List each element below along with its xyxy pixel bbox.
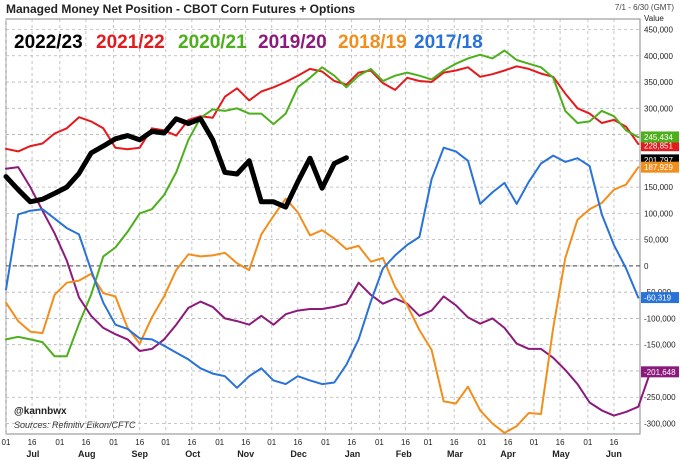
y-tick-label: 300,000 bbox=[644, 104, 673, 113]
x-day-tick: 01 bbox=[215, 438, 224, 447]
x-month-label: May bbox=[552, 449, 570, 459]
y-tick-label: 150,000 bbox=[644, 183, 673, 192]
x-day-tick: 01 bbox=[161, 438, 170, 447]
value-tag-2019-20: -201,648 bbox=[641, 366, 679, 378]
value-tag-2022-23: 201,797 bbox=[641, 154, 679, 166]
y-tick-label: -100,000 bbox=[644, 314, 676, 323]
value-tag-label: 201,797 bbox=[644, 156, 673, 165]
x-month-label: Sep bbox=[131, 449, 148, 459]
x-day-tick: 16 bbox=[504, 438, 513, 447]
x-day-tick: 16 bbox=[347, 438, 356, 447]
value-tag-label: -201,648 bbox=[644, 368, 676, 377]
value-tag-2020-21: 245,434 bbox=[641, 131, 679, 143]
legend: 2022/23 2021/22 2020/21 2019/20 2018/19 2017/… bbox=[14, 32, 483, 53]
date-range-label: 7/1 - 6/30 (GMT) bbox=[615, 3, 674, 12]
series-line-2018-19 bbox=[5, 166, 640, 434]
x-day-tick: 16 bbox=[187, 438, 196, 447]
x-axis: 01 16 Jul 01 16 Aug 01 16 Sep 01 16 Oct 01 16 Nov 01 16 D… bbox=[2, 438, 622, 459]
value-tag-label: 187,929 bbox=[644, 163, 673, 172]
value-tag-label: -60,319 bbox=[644, 294, 672, 303]
y-tick-label: 100,000 bbox=[644, 209, 673, 218]
x-day-tick: 16 bbox=[135, 438, 144, 447]
x-day-tick: 16 bbox=[28, 438, 37, 447]
x-day-tick: 01 bbox=[477, 438, 486, 447]
x-day-tick: 01 bbox=[424, 438, 433, 447]
legend-entry-2018-19: 2018/19 bbox=[338, 32, 407, 53]
legend-entry-2020-21: 2020/21 bbox=[178, 32, 247, 53]
x-day-tick: 16 bbox=[450, 438, 459, 447]
x-month-label: Dec bbox=[290, 449, 307, 459]
series-line-2017-18 bbox=[5, 146, 640, 389]
x-month-label: Jul bbox=[26, 449, 39, 459]
x-day-tick: 16 bbox=[293, 438, 302, 447]
y-tick-label: 450,000 bbox=[644, 26, 673, 35]
y-axis-caption: Value bbox=[644, 14, 664, 23]
legend-entry-2022-23: 2022/23 bbox=[14, 32, 83, 53]
y-tick-label: 50,000 bbox=[644, 236, 669, 245]
y-tick-label: -300,000 bbox=[644, 419, 676, 428]
x-month-label: Feb bbox=[396, 449, 413, 459]
x-day-tick: 01 bbox=[2, 438, 11, 447]
x-day-tick: 01 bbox=[55, 438, 64, 447]
x-day-tick: 01 bbox=[109, 438, 118, 447]
x-day-tick: 01 bbox=[530, 438, 539, 447]
x-month-label: Jan bbox=[345, 449, 361, 459]
y-tick-label: -250,000 bbox=[644, 393, 676, 402]
x-month-label: Apr bbox=[500, 449, 516, 459]
series-line-2019-20 bbox=[5, 166, 652, 417]
source-note: Sources: Refinitiv Eikon/CFTC bbox=[14, 420, 136, 430]
x-month-label: Mar bbox=[447, 449, 464, 459]
legend-entry-2019-20: 2019/20 bbox=[258, 32, 327, 53]
legend-entry-2021-22: 2021/22 bbox=[96, 32, 165, 53]
x-day-tick: 01 bbox=[583, 438, 592, 447]
x-month-label: Aug bbox=[78, 449, 96, 459]
x-month-label: Oct bbox=[185, 449, 200, 459]
plot-frame bbox=[5, 18, 641, 435]
value-tag-label: 245,434 bbox=[644, 133, 673, 142]
x-month-label: Nov bbox=[237, 449, 254, 459]
value-tag-2018-19: 187,929 bbox=[641, 161, 679, 173]
legend-entry-2017-18: 2017/18 bbox=[414, 32, 483, 53]
y-tick-label: 0 bbox=[644, 262, 649, 271]
x-day-tick: 16 bbox=[556, 438, 565, 447]
x-day-tick: 16 bbox=[241, 438, 250, 447]
series-line-2020-21 bbox=[5, 49, 640, 358]
chart-title: Managed Money Net Position - CBOT Corn F… bbox=[6, 2, 355, 16]
y-tick-label: -150,000 bbox=[644, 341, 676, 350]
y-tick-label: 350,000 bbox=[644, 78, 673, 87]
x-day-tick: 01 bbox=[321, 438, 330, 447]
value-tag-label: 228,851 bbox=[644, 142, 673, 151]
x-day-tick: 01 bbox=[267, 438, 276, 447]
author-handle: @kannbwx bbox=[14, 406, 67, 417]
series-lines bbox=[3, 49, 652, 434]
x-day-tick: 01 bbox=[375, 438, 384, 447]
x-day-tick: 16 bbox=[401, 438, 410, 447]
x-day-tick: 16 bbox=[81, 438, 90, 447]
x-day-tick: 16 bbox=[609, 438, 618, 447]
value-tag-2017-18: -60,319 bbox=[641, 292, 679, 304]
x-month-label: Jun bbox=[606, 449, 622, 459]
value-tag-2021-22: 228,851 bbox=[641, 140, 679, 152]
y-tick-label: 400,000 bbox=[644, 52, 673, 61]
series-line-2022-23 bbox=[3, 116, 349, 210]
